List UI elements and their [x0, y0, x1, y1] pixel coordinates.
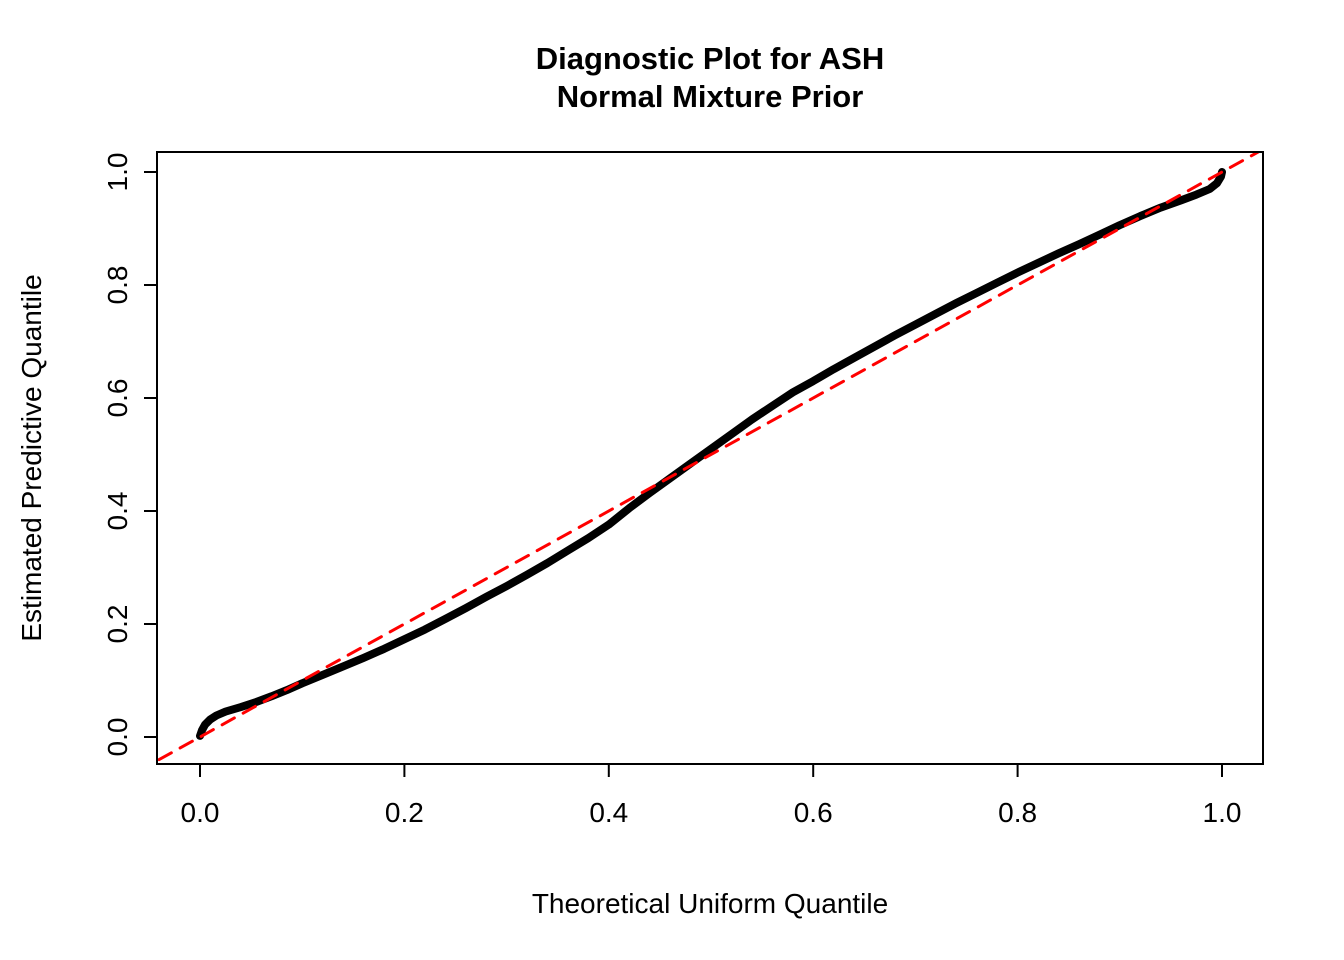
y-axis-tick-label: 0.4 [102, 492, 133, 531]
y-axis-tick-label: 1.0 [102, 153, 133, 192]
x-axis-tick-label: 0.2 [385, 797, 424, 828]
y-axis-tick-label: 0.2 [102, 605, 133, 644]
y-axis-tick-label: 0.0 [102, 718, 133, 757]
identity-reference-line [157, 152, 1262, 762]
estimated-predictive-quantiles [196, 168, 1226, 740]
x-axis-label: Theoretical Uniform Quantile [531, 888, 889, 919]
x-axis-tick-label: 0.8 [998, 797, 1037, 828]
x-axis-tick-label: 1.0 [1203, 797, 1242, 828]
x-axis-tick-label: 0.6 [794, 797, 833, 828]
y-axis-tick-label: 0.6 [102, 379, 133, 418]
chart-title: Diagnostic Plot for ASH Normal Mixture P… [535, 41, 885, 114]
y-axis-label: Estimated Predictive Quantile [16, 274, 47, 642]
plot-box [156, 151, 1264, 765]
x-axis-tick-label: 0.0 [181, 797, 220, 828]
x-axis-tick-label: 0.4 [589, 797, 628, 828]
y-axis-tick-label: 0.8 [102, 266, 133, 305]
